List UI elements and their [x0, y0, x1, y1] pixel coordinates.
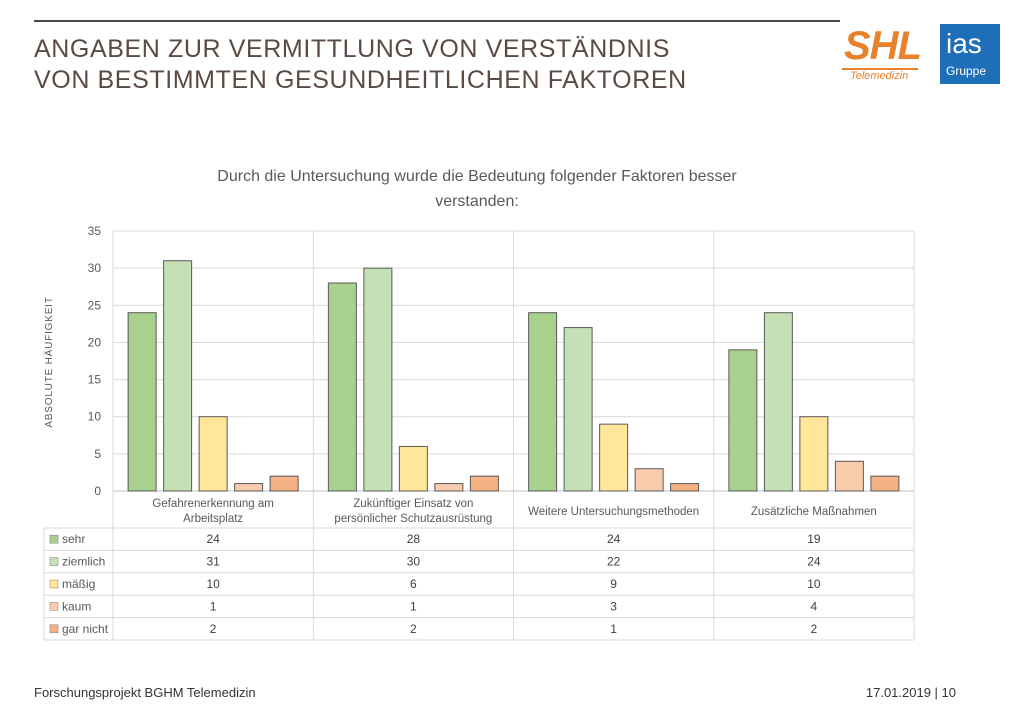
page-title-line-2: VON BESTIMMTEN GESUNDHEITLICHEN FAKTOREN [34, 66, 687, 94]
table-value: 24 [607, 532, 621, 546]
bar-mäßig-3 [599, 423, 629, 492]
ias-logo-text: ias [946, 28, 982, 59]
bar-ziemlich-2 [363, 267, 393, 492]
shl-logo-underline [842, 68, 918, 70]
legend-swatch-sehr [49, 534, 59, 544]
y-tick-label: 0 [94, 484, 101, 498]
bar-mäßig-2 [398, 445, 428, 492]
legend-label-kaum: kaum [62, 599, 91, 613]
shl-telemedizin-logo: SHL Telemedizin [840, 22, 922, 84]
legend-swatch-gar-nicht [49, 624, 59, 634]
bar-gar-nicht-3 [670, 483, 700, 492]
y-tick-label: 5 [94, 447, 101, 461]
table-value: 2 [811, 622, 818, 636]
page-title-line-1: ANGABEN ZUR VERMITTLUNG VON VERSTÄNDNIS [34, 35, 670, 63]
bar-ziemlich-1 [163, 260, 193, 492]
table-value: 2 [410, 622, 417, 636]
table-value: 9 [610, 577, 617, 591]
category-label: Zusätzliche Maßnahmen [751, 506, 877, 518]
table-value: 1 [410, 599, 417, 613]
table-value: 1 [210, 599, 217, 613]
bar-gar-nicht-2 [469, 475, 499, 492]
bar-kaum-3 [634, 468, 664, 492]
table-value: 2 [210, 622, 217, 636]
bar-sehr-4 [728, 349, 758, 492]
shl-logo-text: SHL [844, 24, 922, 68]
bar-mäßig-4 [799, 416, 829, 492]
ias-gruppe-logo: ias Gruppe [940, 24, 1000, 84]
page-title: ANGABEN ZUR VERMITTLUNG VON VERSTÄNDNIS … [34, 34, 687, 96]
category-label: persönlicher Schutzausrüstung [334, 513, 492, 525]
table-value: 28 [407, 532, 421, 546]
table-value: 4 [811, 599, 818, 613]
y-tick-label: 25 [88, 298, 102, 312]
category-label: Zukünftiger Einsatz von [353, 498, 473, 510]
table-value: 31 [206, 555, 220, 569]
legend-label-ziemlich: ziemlich [62, 555, 105, 569]
table-value: 24 [206, 532, 220, 546]
table-value: 1 [610, 622, 617, 636]
legend-label-sehr: sehr [62, 532, 85, 546]
bar-kaum-1 [234, 483, 264, 492]
bar-mäßig-1 [198, 416, 228, 492]
y-tick-label: 30 [88, 261, 102, 275]
table-value: 30 [407, 555, 421, 569]
category-label: Arbeitsplatz [183, 513, 243, 525]
y-tick-label: 10 [88, 410, 102, 424]
legend-label-mäßig: mäßig [62, 577, 95, 591]
bar-kaum-4 [834, 460, 864, 492]
bar-gar-nicht-1 [269, 475, 299, 492]
chart-title-line-1: Durch die Untersuchung wurde die Bedeutu… [217, 168, 737, 185]
table-value: 6 [410, 577, 417, 591]
chart-title-line-2: verstanden: [435, 193, 519, 210]
y-axis-label: ABSOLUTE HÄUFIGKEIT [43, 296, 55, 427]
category-label: Weitere Untersuchungsmethoden [528, 506, 699, 518]
legend-swatch-ziemlich [49, 557, 59, 566]
y-tick-label: 35 [88, 224, 102, 238]
table-value: 10 [807, 577, 821, 591]
table-value: 19 [807, 532, 821, 546]
legend-swatch-mäßig [49, 579, 59, 589]
category-label: Gefahrenerkennung am [152, 498, 273, 510]
y-tick-label: 20 [88, 335, 102, 349]
table-value: 3 [610, 599, 617, 613]
ias-logo-subtitle: Gruppe [946, 64, 987, 78]
bar-sehr-3 [528, 312, 558, 492]
bar-ziemlich-4 [763, 312, 793, 492]
header-rule [34, 20, 840, 22]
bar-gar-nicht-4 [870, 475, 900, 492]
bar-sehr-2 [327, 282, 357, 492]
legend-swatch-kaum [49, 602, 59, 611]
table-value: 22 [607, 555, 621, 569]
bar-sehr-1 [127, 312, 157, 492]
table-value: 24 [807, 555, 821, 569]
y-tick-label: 15 [88, 373, 102, 387]
footer-project: Forschungsprojekt BGHM Telemedizin [34, 685, 256, 700]
bar-ziemlich-3 [563, 327, 593, 492]
legend-label-gar-nicht: gar nicht [62, 622, 109, 636]
footer-date-page: 17.01.2019 | 10 [865, 685, 956, 700]
table-value: 10 [206, 577, 220, 591]
bar-kaum-2 [434, 483, 464, 492]
shl-logo-subtitle: Telemedizin [850, 70, 909, 82]
